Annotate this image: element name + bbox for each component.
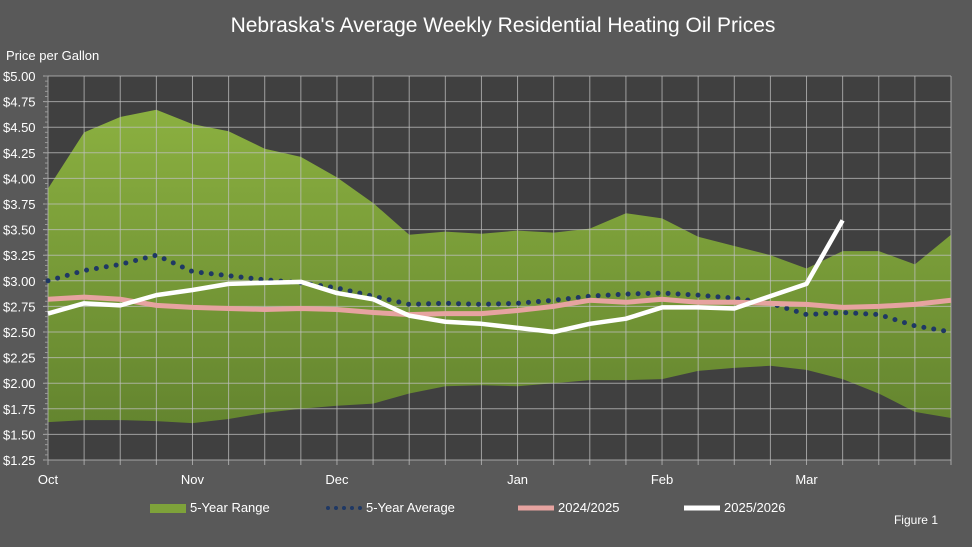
legend-label: 2024/2025 [558,500,620,515]
legend-item-2024-2025: 2024/2025 [518,500,619,515]
figure-label: Figure 1 [893,513,938,527]
y-tick-label: $2.75 [3,299,36,314]
series-line-2024-2025 [47,294,952,318]
x-tick-label: Oct [38,472,59,487]
series-line-2025-2026 [47,219,845,335]
x-tick-label: Feb [651,472,673,487]
legend-label: 2025/2026 [724,500,786,515]
y-tick-label: $4.75 [3,95,36,110]
x-tick-label: Jan [507,472,528,487]
y-tick-label: $2.50 [3,325,36,340]
x-tick-label: Dec [325,472,349,487]
series-line-5-year-average [45,252,954,335]
y-tick-label: $4.50 [3,120,36,135]
legend-swatch-5yr-avg [326,505,362,510]
legend-swatch-2024-2025 [518,505,554,510]
y-tick-label: $4.00 [3,171,36,186]
y-tick-label: $2.25 [3,351,36,366]
y-tick-label: $3.25 [3,248,36,263]
y-tick-label: $1.25 [3,453,36,468]
legend-item-range: 5-Year Range [150,500,270,515]
x-tick-label: Nov [181,472,205,487]
y-tick-label: $3.00 [3,274,36,289]
legend-item-5yr-avg: 5-Year Average [326,500,455,515]
legend-label: 5-Year Average [366,500,455,515]
legend-swatch-2025-2026 [684,505,720,510]
legend-swatch-range [150,503,186,513]
y-tick-label: $2.00 [3,376,36,391]
x-tick-label: Mar [795,472,818,487]
legend-label: 5-Year Range [190,500,270,515]
y-tick-label: $1.75 [3,402,36,417]
y-tick-label: $1.50 [3,427,36,442]
chart-title: Nebraska's Average Weekly Residential He… [230,14,776,37]
legend-item-2025-2026: 2025/2026 [684,500,785,515]
y-tick-label: $3.75 [3,197,36,212]
y-tick-label: $5.00 [3,69,36,84]
y-tick-label: $4.25 [3,146,36,161]
y-tick-label: $3.50 [3,223,36,238]
y-axis-label: Price per Gallon [6,48,100,63]
range-area-5-year [48,109,951,424]
